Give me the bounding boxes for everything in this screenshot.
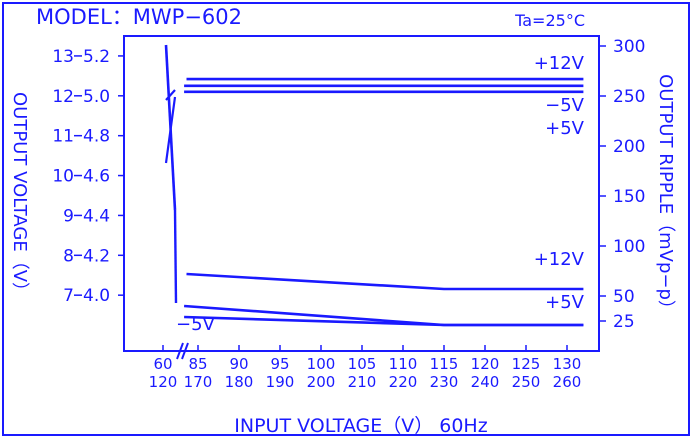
x-tick-label-top: 100 — [307, 355, 336, 373]
y-right-axis-title: OUTPUT RIPPLE（mVp−p） — [655, 74, 676, 318]
y-left-tick-label-5v: 4.6 — [83, 167, 110, 187]
y-left-tick-label-5v: 5.0 — [83, 87, 110, 107]
model-title: MODEL：MWP−602 — [36, 5, 242, 29]
y-left-tick-label-5v: 4.4 — [83, 206, 110, 226]
x-tick-label-top: 130 — [553, 355, 582, 373]
x-tick-label-bottom: 190 — [266, 373, 295, 391]
series-label: −5V — [176, 314, 216, 335]
outer-border — [2, 2, 690, 436]
plot-area — [123, 35, 600, 352]
ambient-label: Ta=25°C — [514, 11, 585, 30]
y-left-axis-title: OUTPUT VOLTAGE（V） — [9, 92, 30, 300]
y-left-tick-label-5v: 4.8 — [83, 127, 110, 147]
y-left-tick-label-12v: 12 — [52, 87, 74, 107]
y-left-tick-label-12v: 8 — [63, 246, 74, 266]
series-label: +12V — [534, 53, 585, 74]
series-label: −5V — [545, 95, 585, 116]
x-tick-label-top: 120 — [471, 355, 500, 373]
x-tick-label-top: 105 — [348, 355, 377, 373]
startup-drop-trace — [173, 209, 178, 304]
x-tick-label-bottom: 220 — [389, 373, 418, 391]
y-right-tick-label: 25 — [613, 312, 635, 332]
x-tick-label-bottom: 240 — [471, 373, 500, 391]
x-tick-label-top: 125 — [512, 355, 541, 373]
series-line-ripple — [184, 315, 584, 327]
x-tick-label-top: 95 — [270, 355, 289, 373]
y-right-tick-label: 250 — [613, 87, 645, 107]
series-label: +5V — [545, 292, 585, 313]
y-left-tick-label-12v: 10 — [52, 167, 74, 187]
y-left-tick-label-12v: 11 — [52, 127, 74, 147]
y-right-tick-label: 300 — [613, 37, 645, 57]
series-label: +12V — [534, 249, 585, 270]
series-line-ripple — [186, 272, 584, 291]
y-right-tick-label: 200 — [613, 137, 645, 157]
x-tick-label-bottom: 210 — [348, 373, 377, 391]
labels-layer: +12V−5V+5V+12V+5V−5V — [176, 53, 585, 335]
x-tick-label-top: 85 — [188, 355, 207, 373]
y-left-tick-label-5v: 4.2 — [83, 246, 110, 266]
series-label: +5V — [545, 118, 585, 139]
x-tick-label-top: 115 — [430, 355, 459, 373]
x-tick-label-top: 110 — [389, 355, 418, 373]
x-tick-label-top: 90 — [229, 355, 248, 373]
y-right-tick-label: 150 — [613, 187, 645, 207]
y-left-tick-label-5v: 5.2 — [83, 47, 110, 67]
x-tick-label-bottom: 260 — [553, 373, 582, 391]
x-tick-label-bottom: 120 — [149, 373, 178, 391]
y-left-tick-label-12v: 7 — [63, 286, 74, 306]
y-right-tick-label: 50 — [613, 287, 635, 307]
x-tick-label-bottom: 170 — [184, 373, 213, 391]
x-tick-label-bottom: 200 — [307, 373, 336, 391]
x-tick-label-bottom: 250 — [512, 373, 541, 391]
ticks-layer: 6012085170901809519010020010521011022011… — [52, 37, 645, 391]
series-layer — [164, 44, 584, 327]
y-left-tick-label-12v: 13 — [52, 47, 74, 67]
y-left-tick-label-12v: 9 — [63, 206, 74, 226]
x-axis-title: INPUT VOLTAGE（V） 60Hz — [234, 415, 487, 437]
x-tick-label-bottom: 230 — [430, 373, 459, 391]
axis-break-mark — [176, 342, 184, 360]
y-left-tick-label-5v: 4.0 — [83, 286, 110, 306]
x-tick-label-top: 60 — [153, 355, 172, 373]
startup-voltage-trace — [164, 89, 177, 164]
x-tick-label-bottom: 180 — [225, 373, 254, 391]
y-right-tick-label: 100 — [613, 237, 645, 257]
axis-break-mark — [181, 342, 189, 360]
